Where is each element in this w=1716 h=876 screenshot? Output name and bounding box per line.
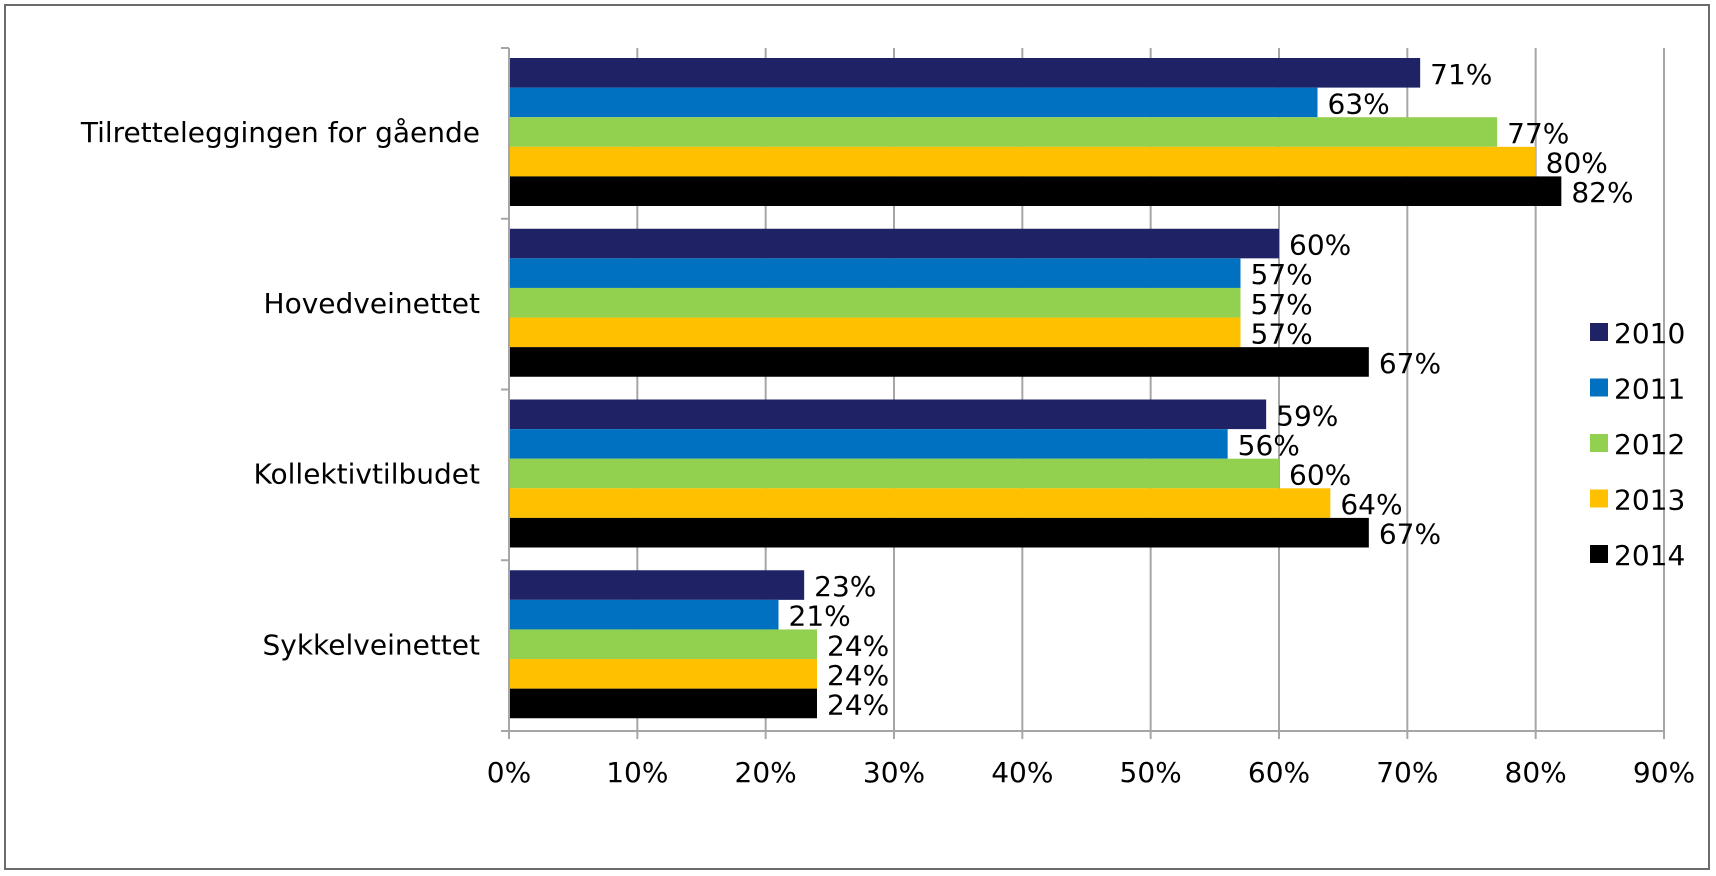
bar <box>509 58 1421 88</box>
x-tick-label: 90% <box>1633 756 1695 789</box>
bar <box>509 399 1267 430</box>
legend-swatch <box>1590 545 1608 563</box>
bar <box>509 688 817 719</box>
bar <box>509 517 1369 548</box>
legend-swatch <box>1590 378 1608 397</box>
legend-swatch <box>1590 489 1608 508</box>
bar <box>509 629 817 660</box>
data-label: 24% <box>827 688 889 721</box>
data-label: 57% <box>1251 258 1313 291</box>
bar <box>509 287 1241 318</box>
bar <box>509 317 1241 348</box>
legend-label: 2011 <box>1614 373 1685 406</box>
bar <box>509 429 1228 459</box>
bar <box>509 87 1318 118</box>
bar <box>509 176 1562 206</box>
data-label: 57% <box>1251 288 1313 321</box>
legend-label: 2014 <box>1614 539 1685 572</box>
x-tick-label: 0% <box>487 756 531 789</box>
data-label: 57% <box>1251 317 1313 350</box>
data-label: 71% <box>1430 58 1492 91</box>
data-label: 67% <box>1379 347 1441 380</box>
x-tick-label: 50% <box>1120 756 1182 789</box>
bar <box>509 659 817 689</box>
bar <box>509 458 1279 489</box>
bar <box>509 347 1369 377</box>
legend-label: 2012 <box>1614 428 1685 461</box>
axes: 0% 10% 20% 30% 40% 50% 60% 70% 80% 90% Tilretteleg… <box>80 47 1695 789</box>
x-tick-label: 20% <box>735 756 797 789</box>
bar <box>509 117 1498 147</box>
data-label: 24% <box>827 659 889 692</box>
bar <box>509 599 779 630</box>
data-label: 82% <box>1571 176 1633 209</box>
legend-swatch <box>1590 434 1608 452</box>
category-label: Tilretteleggingen for gående <box>80 116 480 149</box>
category-label: Kollektivtilbudet <box>254 458 480 491</box>
x-tick-label: 70% <box>1376 756 1438 789</box>
legend-label: 2013 <box>1614 484 1685 517</box>
x-tick-label: 60% <box>1248 756 1310 789</box>
bar <box>509 146 1536 177</box>
x-tick-label: 10% <box>606 756 668 789</box>
data-labels: 71%63%77%80%82%60%57%57%57%67%59%56%60%6… <box>789 58 1634 722</box>
data-label: 63% <box>1328 87 1390 120</box>
data-label: 56% <box>1238 429 1300 462</box>
legend-label: 2010 <box>1614 317 1685 350</box>
category-label: Hovedveinettet <box>264 287 480 320</box>
data-label: 59% <box>1276 399 1338 432</box>
legend-swatch <box>1590 323 1608 341</box>
bar <box>509 570 805 600</box>
category-label: Sykkelveinettet <box>263 628 481 661</box>
data-label: 24% <box>827 629 889 662</box>
bar <box>509 228 1279 259</box>
data-label: 64% <box>1340 488 1402 521</box>
bar <box>509 488 1331 518</box>
data-label: 21% <box>789 600 851 633</box>
legend: 2010 2011 2012 2013 2014 <box>1590 317 1685 572</box>
data-label: 80% <box>1546 147 1608 180</box>
data-label: 67% <box>1379 518 1441 551</box>
bars <box>509 58 1562 719</box>
data-label: 77% <box>1507 117 1569 150</box>
x-tick-label: 30% <box>863 756 925 789</box>
bar <box>509 258 1241 288</box>
data-label: 60% <box>1289 459 1351 492</box>
x-tick-label: 80% <box>1505 756 1567 789</box>
x-tick-label: 40% <box>991 756 1053 789</box>
data-label: 60% <box>1289 229 1351 262</box>
data-label: 23% <box>814 570 876 603</box>
